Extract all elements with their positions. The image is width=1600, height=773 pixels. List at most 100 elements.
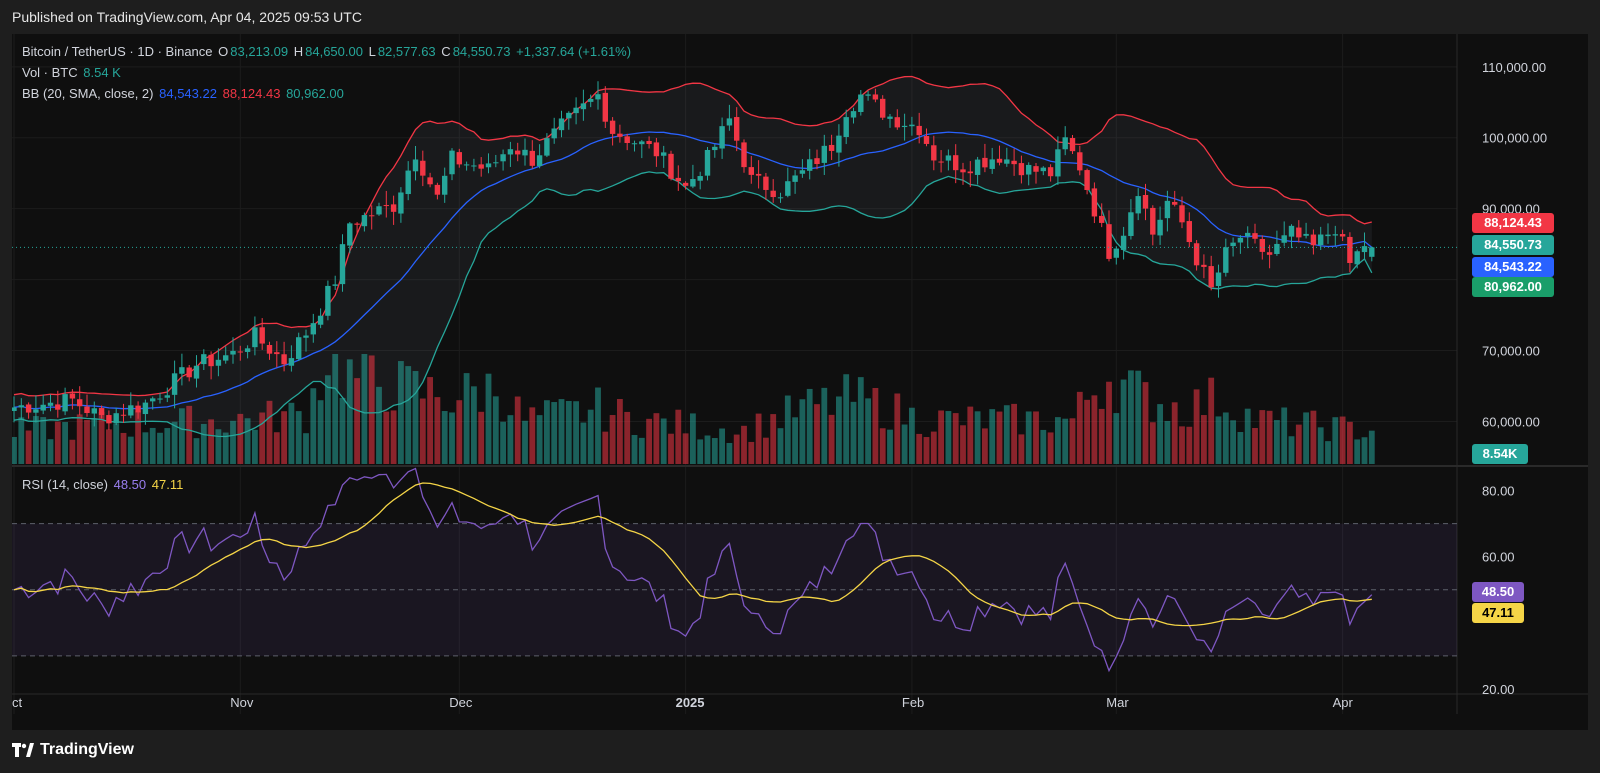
volume-bar [1003,405,1010,464]
volume-bar [449,412,455,464]
volume-bar [1368,430,1375,464]
volume-bar [668,433,674,464]
candle-body [814,158,820,165]
candle-body [726,118,733,126]
candle-body [171,373,178,395]
open-label: O [218,44,229,59]
candle-body [390,204,397,212]
volume-bar [514,396,521,464]
volume-bar [1339,416,1346,464]
volume-bar [529,407,536,464]
candle-body [325,285,331,316]
bb-band-fill [14,76,1372,437]
candle-body [938,161,944,163]
candle-body [1172,201,1178,205]
volume-bar [806,388,813,464]
chart-area[interactable]: 110,000.00100,000.0090,000.0080,000.0070… [12,34,1588,730]
candle-body [12,407,17,411]
candle-body [1193,243,1200,266]
candle-body [836,135,842,153]
candle-body [807,159,813,171]
candle-body [376,206,382,215]
candle-body [909,124,915,127]
candle-body [259,327,265,344]
volume-bar [960,425,966,464]
volume-bar [952,413,959,464]
volume-bar [580,422,587,464]
volume-bar [923,437,930,464]
candle-body [471,165,477,167]
candle-body [1106,224,1112,259]
volume-bar [784,395,791,464]
candle-body [1033,166,1039,172]
candle-body [697,176,703,181]
volume-bar [1208,377,1215,464]
candle-body [77,399,83,407]
volume-bar [69,439,76,464]
tradingview-logo[interactable]: TradingView [12,741,134,759]
bb-basis-price-tag: 84,543.22 [1472,257,1554,277]
candle-body [456,152,462,165]
candle-body [1062,137,1068,150]
candle-body [128,405,134,416]
rsi-legend: RSI (14, close) 48.50 47.11 [22,477,185,492]
volume-bar [872,387,879,464]
volume-bar [164,428,171,464]
volume-bar [463,373,470,464]
last-price-tag: 84,550.73 [1472,235,1554,255]
candle-body [558,118,565,131]
candle-body [967,171,973,174]
volume-bar [1186,426,1193,464]
volume-bar [916,433,923,464]
candle-body [1274,243,1280,254]
volume-bar [1113,413,1120,464]
candle-body [974,159,981,175]
volume-bar [631,434,638,464]
candle-body [675,177,681,182]
volume-bar [1266,410,1273,464]
price-chart[interactable]: 110,000.00100,000.0090,000.0080,000.0070… [12,34,1588,730]
high-label: H [293,44,304,59]
volume-bar [850,401,857,464]
candle-body [230,350,236,355]
volume-bar [711,438,718,464]
bb-lower-price-tag: 80,962.00 [1472,277,1554,297]
candle-body [164,395,170,398]
volume-bar [646,418,652,464]
bb-upper-value: 88,124.43 [222,86,281,101]
candle-body [1361,246,1368,253]
candle-body [1281,235,1287,243]
candle-body [1091,188,1098,217]
candle-body [493,162,499,164]
candle-body [536,155,543,166]
bb-legend: BB (20, SMA, close, 2) 84,543.22 88,124.… [22,86,346,101]
candle-body [1157,219,1163,236]
volume-bar [1288,436,1295,464]
volume-bar [1259,410,1266,464]
candle-body [442,175,448,195]
candle-body [945,155,952,161]
volume-bar [1237,432,1244,464]
candle-body [113,413,119,424]
rsi-axis-label: 80.00 [1482,484,1515,499]
candle-body [1230,242,1236,247]
volume-bar [763,437,769,464]
volume-bar [215,429,222,464]
candle-body [1047,167,1054,177]
volume-bar [412,371,419,464]
volume-legend: Vol · BTC 8.54 K [22,65,123,80]
bb-lower-line [13,171,1373,438]
volume-bar [1076,391,1083,464]
volume-bar [1230,420,1236,464]
candle-body [668,153,674,179]
candle-body [303,335,309,338]
candle-body [624,136,630,144]
candle-body [106,415,112,424]
low-label: L [368,44,376,59]
candle-body [1069,138,1076,152]
volume-bar [1011,403,1017,464]
volume-bar [120,432,127,464]
volume-bar [1149,422,1156,464]
tradingview-brand: TradingView [40,741,134,758]
time-axis-label: ct [12,695,23,710]
